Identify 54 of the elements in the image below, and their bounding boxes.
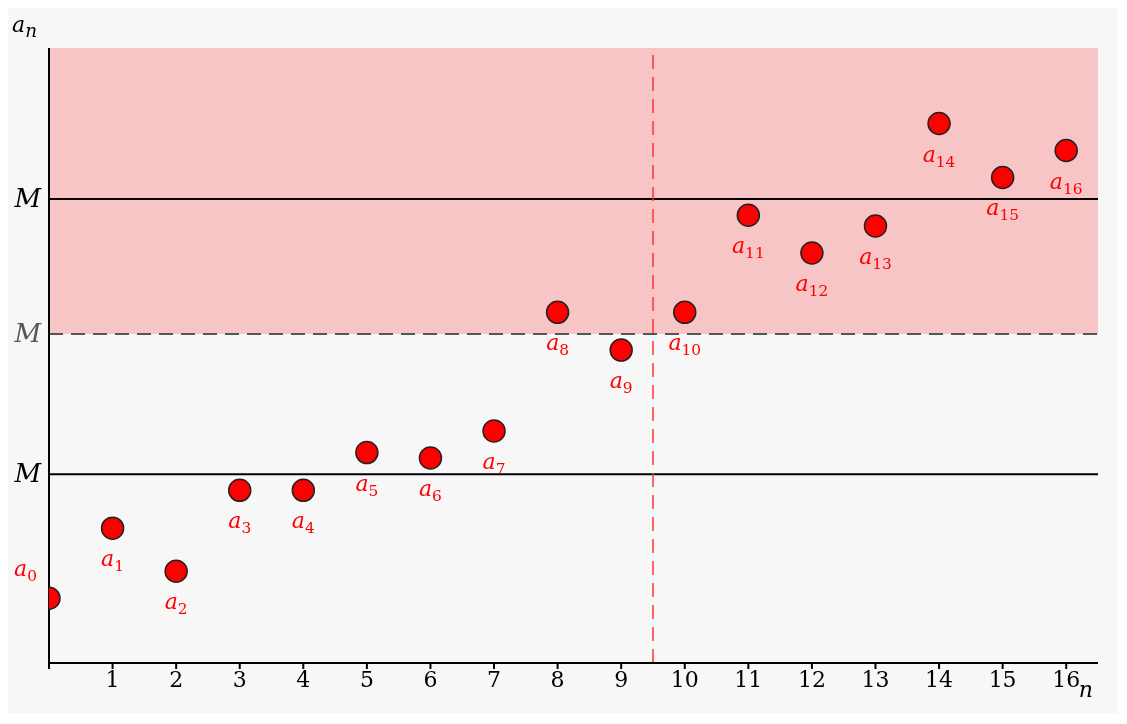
y-axis-title: a$_{n}$ bbox=[12, 12, 37, 42]
point bbox=[863, 214, 888, 238]
x-tick-label: 10 bbox=[670, 666, 699, 692]
x-tick-label: 4 bbox=[296, 666, 311, 692]
annotation: a$_{15}$ bbox=[986, 195, 1019, 224]
annotation: a$_{5}$ bbox=[355, 470, 379, 500]
point bbox=[673, 300, 697, 325]
point bbox=[355, 440, 379, 465]
x-tick-label: 11 bbox=[734, 666, 763, 692]
annotation: a$_{6}$ bbox=[418, 476, 442, 505]
point bbox=[545, 300, 570, 325]
annotation: a$_{13}$ bbox=[859, 244, 892, 273]
annotation: a$_{7}$ bbox=[482, 449, 506, 478]
x-tick-label: 15 bbox=[988, 666, 1017, 692]
x-tick-label: 7 bbox=[487, 666, 502, 692]
annotation: a$_{12}$ bbox=[795, 271, 829, 300]
point bbox=[609, 338, 633, 362]
point bbox=[800, 241, 824, 265]
point bbox=[736, 203, 761, 227]
ref-line-label: M bbox=[13, 458, 43, 489]
annotation: a$_{14}$ bbox=[922, 141, 956, 171]
x-tick-label: 1 bbox=[105, 666, 120, 692]
annotation: a$_{8}$ bbox=[546, 330, 570, 359]
annotation: a$_{4}$ bbox=[291, 508, 315, 537]
point bbox=[291, 478, 316, 503]
ref-line-label: M bbox=[13, 317, 43, 348]
point bbox=[482, 419, 506, 443]
x-tick-label: 14 bbox=[925, 666, 954, 692]
point bbox=[990, 165, 1015, 190]
x-tick-label: 8 bbox=[550, 666, 565, 692]
x-tick-label: 9 bbox=[614, 666, 629, 692]
ref-line-label: M bbox=[13, 183, 43, 214]
annotation: a$_{1}$ bbox=[101, 546, 125, 575]
x-tick-label: 12 bbox=[797, 666, 826, 692]
point bbox=[227, 478, 252, 503]
x-tick-label: 6 bbox=[423, 666, 438, 692]
x-axis-title: n bbox=[1078, 677, 1093, 702]
annotation: a$_{3}$ bbox=[228, 508, 252, 537]
annotation: a$_{9}$ bbox=[609, 368, 633, 397]
x-tick-label: 16 bbox=[1052, 666, 1081, 692]
x-tick-label: 13 bbox=[861, 666, 890, 692]
annotation: a$_{11}$ bbox=[731, 233, 765, 262]
annotation: a$_{16}$ bbox=[1049, 168, 1083, 197]
point bbox=[1054, 138, 1078, 163]
annotation: a$_{0}$ bbox=[14, 556, 37, 585]
annotation: a$_{2}$ bbox=[164, 589, 188, 618]
x-tick-label: 5 bbox=[359, 666, 374, 692]
point bbox=[927, 111, 951, 136]
x-tick-label: 2 bbox=[169, 666, 184, 692]
point bbox=[164, 559, 188, 584]
x-tick-label: 3 bbox=[232, 666, 247, 692]
point bbox=[418, 446, 443, 470]
point bbox=[100, 516, 125, 540]
annotation: a$_{10}$ bbox=[668, 330, 702, 359]
